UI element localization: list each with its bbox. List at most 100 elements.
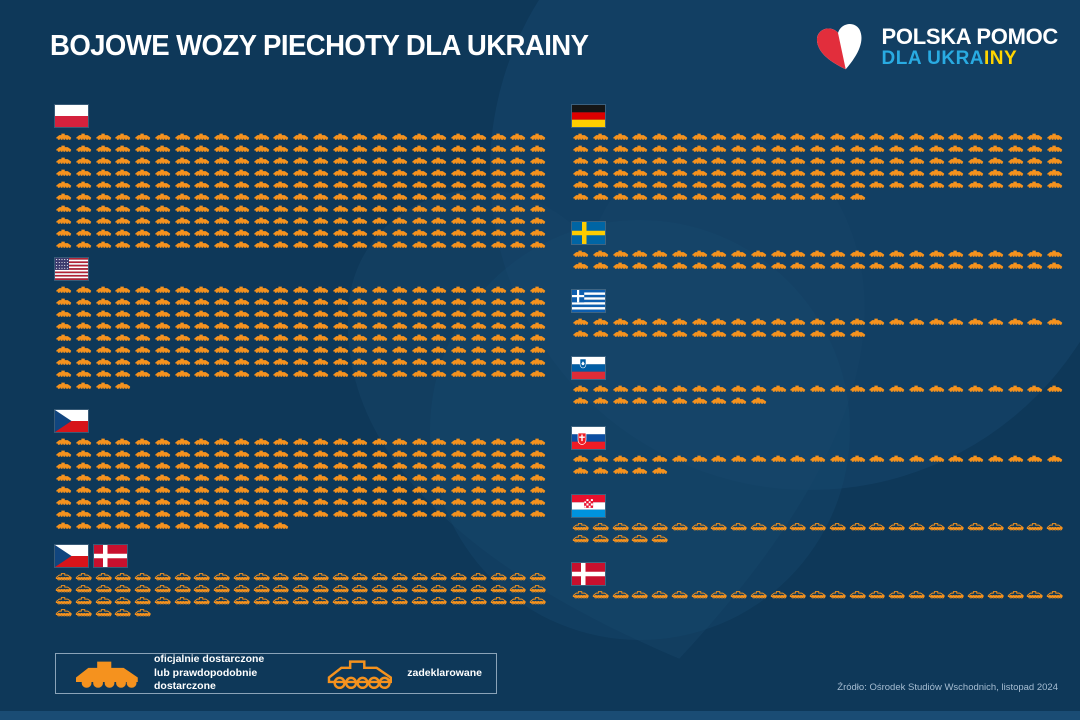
ifv-icon <box>253 193 269 200</box>
ifv-icon <box>253 298 269 305</box>
ifv-icon <box>194 205 210 212</box>
ifv-icon <box>829 591 846 599</box>
ifv-icon <box>451 462 467 469</box>
ifv-icon <box>135 510 151 517</box>
ifv-icon <box>234 193 249 200</box>
ifv-icon <box>652 318 668 325</box>
ifv-icon <box>155 438 170 445</box>
ifv-icon <box>593 467 608 474</box>
ifv-icon <box>174 205 190 212</box>
ifv-icon <box>968 169 984 176</box>
ifv-icon <box>313 157 328 164</box>
ifv-icon <box>431 217 447 224</box>
ifv-icon <box>672 193 687 200</box>
ifv-icon <box>155 157 170 164</box>
ifv-icon <box>830 330 845 337</box>
ifv-icon <box>948 250 964 257</box>
ifv-icon <box>411 241 427 248</box>
ifv-icon <box>292 597 309 605</box>
flag-dk-icon <box>572 563 605 585</box>
ifv-icon <box>293 205 309 212</box>
ifv-icon <box>293 169 309 176</box>
ifv-icon <box>95 181 111 188</box>
ifv-icon <box>372 310 388 317</box>
ifv-icon <box>234 522 249 529</box>
ifv-icon <box>573 145 589 152</box>
ifv-icon <box>273 498 289 505</box>
ifv-icon <box>849 591 866 599</box>
ifv-icon <box>451 133 467 140</box>
ifv-icon <box>273 346 289 353</box>
ifv-icon <box>1047 455 1063 462</box>
ifv-icon <box>293 145 309 152</box>
ifv-icon <box>770 181 786 188</box>
ifv-icon <box>1027 318 1043 325</box>
country-block-s-owenia <box>572 357 1066 409</box>
ifv-icon <box>214 193 230 200</box>
ifv-icon <box>1047 169 1063 176</box>
ifv-icon <box>529 585 546 593</box>
ifv-icon <box>530 474 546 481</box>
ifv-icon <box>352 486 368 493</box>
ifv-icon <box>392 486 407 493</box>
flag-row <box>55 545 549 567</box>
ifv-icon <box>372 498 388 505</box>
ifv-icon <box>391 573 408 581</box>
ifv-icon <box>174 241 190 248</box>
ifv-icon <box>731 397 747 404</box>
ifv-icon <box>612 193 628 200</box>
ifv-icon <box>194 450 210 457</box>
ifv-icon <box>490 334 506 341</box>
ifv-icon <box>869 523 885 531</box>
ifv-icon <box>194 573 210 581</box>
ifv-icon <box>155 474 170 481</box>
ifv-icon <box>174 334 190 341</box>
ifv-icon <box>810 193 826 200</box>
ifv-icon <box>888 591 905 599</box>
ifv-icon <box>313 358 328 365</box>
ifv-icon <box>889 181 905 188</box>
ifv-icon <box>391 597 408 605</box>
ifv-icon <box>56 498 72 505</box>
ifv-icon <box>490 438 506 445</box>
ifv-icon <box>194 510 210 517</box>
ifv-icon <box>273 298 289 305</box>
ifv-icon <box>751 157 766 164</box>
ifv-icon <box>155 322 170 329</box>
ifv-icon <box>372 181 388 188</box>
ifv-icon <box>115 157 131 164</box>
ifv-icon <box>612 262 628 269</box>
ifv-icon <box>490 133 506 140</box>
ifv-icon <box>573 262 589 269</box>
ifv-icon <box>632 397 648 404</box>
ifv-icon <box>967 591 984 599</box>
ifv-icon <box>76 193 91 200</box>
ifv-icon <box>711 455 727 462</box>
ifv-icon <box>849 385 865 392</box>
ifv-icon <box>573 330 589 337</box>
ifv-icon <box>451 334 467 341</box>
ifv-icon <box>392 510 407 517</box>
ifv-icon <box>56 346 72 353</box>
ifv-icon <box>770 385 786 392</box>
ifv-icon <box>928 455 944 462</box>
ifv-icon <box>56 462 72 469</box>
ifv-icon <box>214 229 230 236</box>
legend-declared-icon <box>328 659 393 689</box>
ifv-icon <box>332 133 348 140</box>
ifv-icon <box>770 318 786 325</box>
ifv-icon <box>889 385 905 392</box>
ifv-icon <box>632 591 648 599</box>
ifv-icon <box>573 133 589 140</box>
ifv-icon <box>332 510 348 517</box>
ifv-icon <box>273 597 289 605</box>
ifv-icon <box>352 597 368 605</box>
ifv-icon <box>909 385 924 392</box>
ifv-icon <box>115 486 131 493</box>
ifv-icon <box>651 523 668 531</box>
ifv-icon <box>115 597 131 605</box>
ifv-icon <box>135 334 151 341</box>
ifv-icon <box>292 585 309 593</box>
ifv-icon <box>967 523 984 531</box>
ifv-icon <box>174 510 190 517</box>
